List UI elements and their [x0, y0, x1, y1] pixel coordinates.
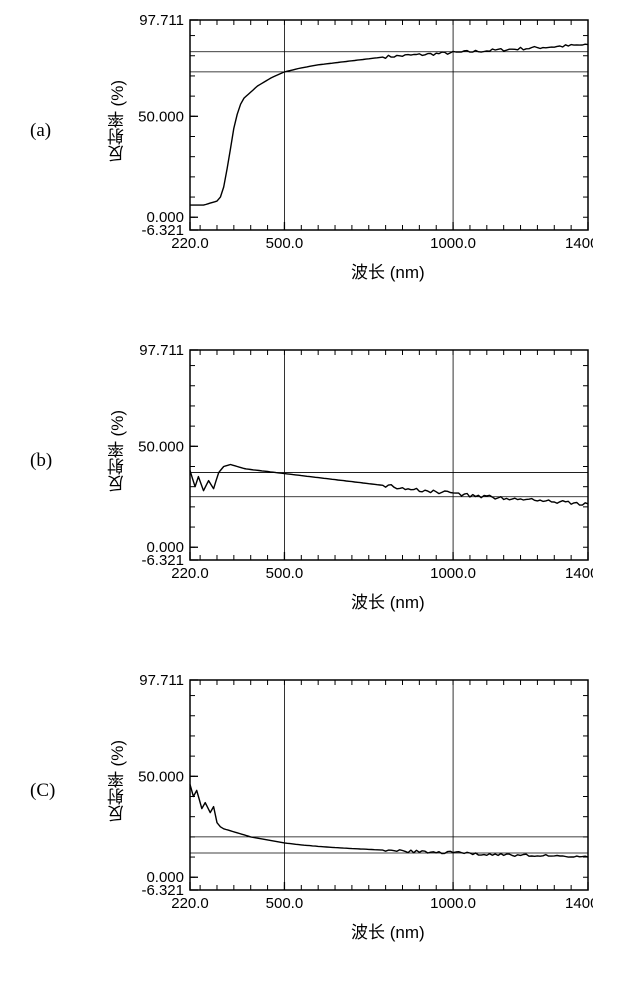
svg-text:0.000: 0.000: [146, 869, 184, 886]
svg-text:1000.0: 1000.0: [430, 565, 476, 582]
svg-text:1000.0: 1000.0: [430, 895, 476, 912]
svg-text:1400.0: 1400.0: [565, 565, 593, 582]
svg-text:1400.0: 1400.0: [565, 895, 593, 912]
chart-panel-c: (C) 反射率 (%) 220.0500.01000.01400.0-6.321…: [0, 680, 627, 970]
x-axis-label-b: 波长 (nm): [351, 588, 425, 613]
svg-text:0.000: 0.000: [146, 539, 184, 556]
x-axis-label-a: 波长 (nm): [351, 258, 425, 283]
svg-text:500.0: 500.0: [266, 895, 304, 912]
svg-text:1400.0: 1400.0: [565, 235, 593, 252]
svg-text:50.000: 50.000: [138, 438, 184, 455]
svg-text:97.711: 97.711: [139, 15, 184, 29]
x-axis-label-c: 波长 (nm): [351, 918, 425, 943]
svg-text:1000.0: 1000.0: [430, 235, 476, 252]
svg-text:500.0: 500.0: [266, 235, 304, 252]
svg-text:0.000: 0.000: [146, 209, 184, 226]
svg-text:97.711: 97.711: [139, 345, 184, 359]
svg-text:97.711: 97.711: [139, 675, 184, 689]
panel-label-a: (a): [30, 120, 51, 142]
plot-a: 220.0500.01000.01400.0-6.3210.00050.0009…: [120, 15, 593, 260]
svg-text:500.0: 500.0: [266, 565, 304, 582]
plot-b: 220.0500.01000.01400.0-6.3210.00050.0009…: [120, 345, 593, 590]
plot-c: 220.0500.01000.01400.0-6.3210.00050.0009…: [120, 675, 593, 920]
chart-panel-b: (b) 反射率 (%) 220.0500.01000.01400.0-6.321…: [0, 350, 627, 640]
page-root: (a) 反射率 (%) 220.0500.01000.01400.0-6.321…: [0, 0, 627, 1000]
svg-text:50.000: 50.000: [138, 768, 184, 785]
svg-text:50.000: 50.000: [138, 108, 184, 125]
chart-panel-a: (a) 反射率 (%) 220.0500.01000.01400.0-6.321…: [0, 20, 627, 310]
panel-label-c: (C): [30, 780, 55, 802]
panel-label-b: (b): [30, 450, 52, 472]
